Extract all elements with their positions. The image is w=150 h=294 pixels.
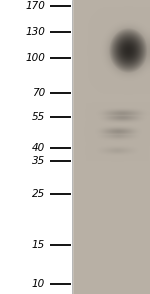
Text: 100: 100 [25, 53, 45, 63]
Text: 10: 10 [32, 280, 45, 290]
Text: 35: 35 [32, 156, 45, 166]
Text: 15: 15 [32, 240, 45, 250]
Text: 70: 70 [32, 88, 45, 98]
Bar [0, 0, 72, 294]
Text: 100: 100 [25, 53, 45, 63]
Text: 25: 25 [32, 189, 45, 199]
Text: 10: 10 [32, 280, 45, 290]
Text: 170: 170 [25, 1, 45, 11]
Text: 170: 170 [25, 1, 45, 11]
Text: 130: 130 [25, 27, 45, 37]
Bar [72, 0, 150, 294]
Text: 40: 40 [32, 143, 45, 153]
Text: 40: 40 [32, 143, 45, 153]
Text: 130: 130 [25, 27, 45, 37]
Text: 15: 15 [32, 240, 45, 250]
Text: 70: 70 [32, 88, 45, 98]
Text: 25: 25 [32, 189, 45, 199]
Text: 35: 35 [32, 156, 45, 166]
Bar [0, 0, 72, 294]
Text: 55: 55 [32, 112, 45, 122]
Text: 55: 55 [32, 112, 45, 122]
